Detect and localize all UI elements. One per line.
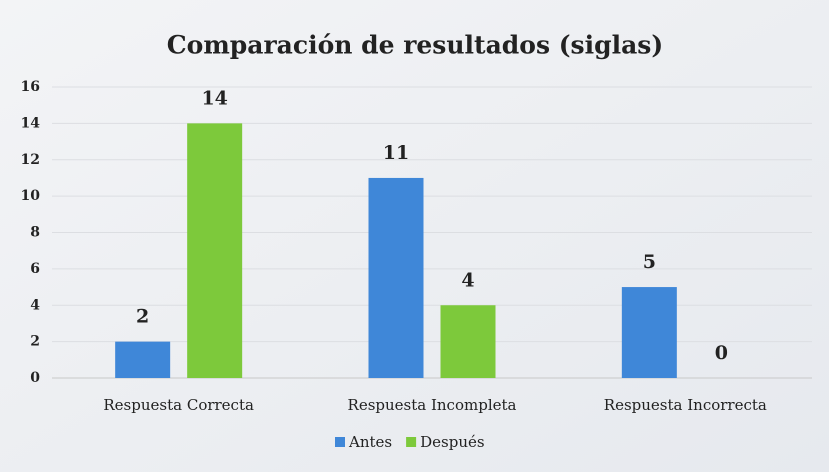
value-label: 0 [715,342,728,364]
value-label: 2 [136,306,149,328]
x-tick-label: Respuesta Incompleta [348,396,517,414]
y-tick-label: 0 [30,370,40,386]
value-label: 5 [643,251,656,273]
y-tick-label: 6 [30,261,40,277]
legend-swatch [406,437,417,447]
value-label: 14 [201,87,227,109]
chart-title: Comparación de resultados (siglas) [167,31,663,60]
y-tick-label: 10 [21,188,41,204]
legend-label: Antes [348,433,392,451]
value-label: 4 [461,269,474,291]
x-tick-label: Respuesta Incorrecta [604,396,767,414]
legend-swatch [335,437,345,447]
bar [621,287,677,378]
y-tick-label: 16 [21,79,40,95]
bar [440,305,496,378]
y-tick-label: 8 [30,225,40,241]
y-tick-label: 2 [30,334,40,350]
bar [115,341,171,378]
x-tick-label: Respuesta Correcta [103,396,254,414]
y-tick-label: 4 [30,297,40,313]
y-tick-label: 12 [21,152,40,168]
bar [368,177,424,378]
legend-label: Después [420,433,484,451]
value-label: 11 [383,142,409,164]
bar [187,123,243,378]
y-tick-label: 14 [21,115,41,131]
